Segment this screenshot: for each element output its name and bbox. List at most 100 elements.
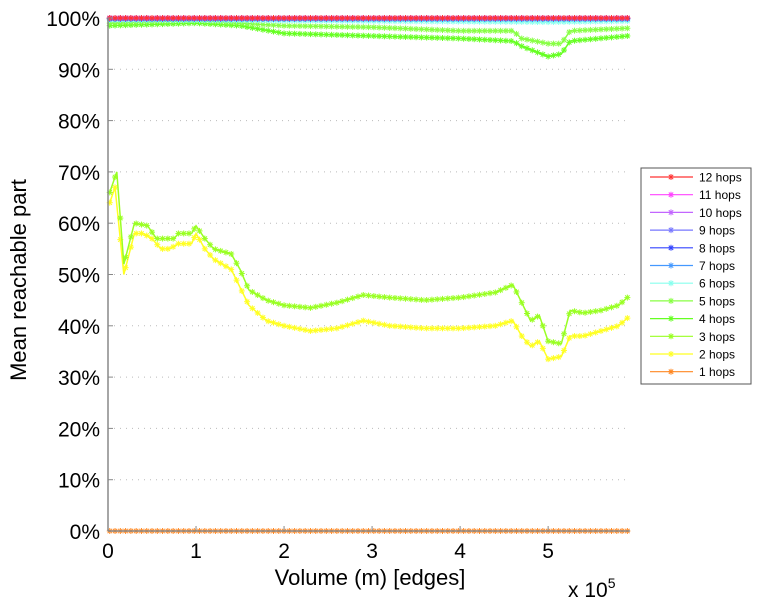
data-point-3-hops (122, 254, 129, 261)
data-point-3-hops (376, 293, 383, 300)
data-point-12-hops (222, 15, 229, 21)
data-point-4-hops (603, 34, 610, 41)
data-point-4-hops (566, 39, 573, 46)
data-point-12-hops (487, 15, 494, 21)
data-point-3-hops (391, 294, 398, 301)
data-point-3-hops (233, 260, 240, 267)
legend-marker (668, 209, 674, 216)
data-point-12-hops (170, 15, 177, 21)
legend-label: 12 hops (699, 171, 742, 185)
data-point-12-hops (244, 15, 251, 21)
data-point-12-hops (312, 15, 319, 21)
data-point-5-hops (487, 27, 494, 34)
legend-marker (668, 297, 674, 304)
data-point-5-hops (597, 26, 604, 33)
data-point-3-hops (296, 303, 303, 310)
data-point-3-hops (117, 215, 124, 222)
data-point-12-hops (550, 15, 557, 21)
legend-label: 10 hops (699, 206, 742, 220)
data-point-5-hops (286, 22, 293, 29)
data-point-12-hops (249, 15, 256, 21)
y-tick-label: 90% (58, 59, 100, 82)
data-point-4-hops (397, 33, 404, 40)
data-point-12-hops (481, 15, 488, 21)
grid (108, 17, 630, 481)
data-point-3-hops (217, 247, 224, 254)
data-point-3-hops (481, 290, 488, 297)
data-point-12-hops (397, 15, 404, 21)
data-point-3-hops (487, 290, 494, 297)
data-point-4-hops (524, 45, 531, 52)
y-tick-label: 40% (58, 316, 100, 339)
data-point-4-hops (318, 31, 325, 38)
data-point-12-hops (254, 15, 261, 21)
data-point-3-hops (281, 302, 288, 309)
data-point-12-hops (587, 15, 594, 21)
data-point-2-hops (423, 325, 430, 332)
legend-marker (668, 280, 674, 287)
data-point-12-hops (391, 15, 398, 21)
data-point-2-hops (624, 315, 631, 322)
data-point-5-hops (244, 20, 251, 27)
data-point-4-hops (502, 37, 509, 44)
data-point-2-hops (370, 319, 377, 326)
y-tick-label: 50% (58, 265, 100, 288)
data-point-2-hops (222, 263, 229, 270)
data-point-12-hops (302, 15, 309, 21)
data-point-5-hops (439, 27, 446, 34)
data-point-4-hops (592, 35, 599, 42)
data-point-4-hops (360, 32, 367, 39)
data-point-2-hops (434, 325, 441, 332)
data-point-2-hops (149, 235, 156, 242)
data-point-2-hops (318, 326, 325, 333)
data-point-3-hops (112, 174, 119, 181)
data-point-3-hops (259, 295, 266, 302)
data-point-4-hops (402, 33, 409, 40)
data-point-3-hops (465, 293, 472, 300)
data-point-12-hops (534, 15, 541, 21)
data-point-4-hops (413, 34, 420, 41)
data-point-5-hops (349, 23, 356, 30)
data-point-2-hops (254, 309, 261, 316)
data-point-12-hops (122, 15, 129, 21)
data-point-3-hops (508, 282, 515, 289)
data-point-5-hops (613, 25, 620, 32)
data-point-3-hops (497, 287, 504, 294)
data-point-3-hops (413, 296, 420, 303)
data-point-5-hops (428, 26, 435, 33)
data-point-2-hops (291, 324, 298, 331)
data-point-5-hops (502, 27, 509, 34)
legend-box (640, 167, 752, 385)
data-point-12-hops (476, 15, 483, 21)
data-point-2-hops (180, 240, 187, 247)
data-point-3-hops (328, 300, 335, 307)
data-point-3-hops (550, 339, 557, 346)
x-ticks: 0 1 2 3 4 5 (102, 526, 554, 563)
data-point-5-hops (281, 22, 288, 29)
data-point-3-hops (370, 293, 377, 300)
data-point-2-hops (597, 327, 604, 334)
data-point-12-hops (328, 15, 335, 21)
data-point-3-hops (149, 229, 156, 236)
data-point-3-hops (164, 235, 171, 242)
data-point-2-hops (217, 260, 224, 267)
data-point-5-hops (545, 40, 552, 47)
data-point-4-hops (455, 35, 462, 42)
data-point-2-hops (159, 245, 166, 252)
data-point-12-hops (592, 15, 599, 21)
data-point-12-hops (418, 15, 425, 21)
data-point-3-hops (529, 316, 536, 323)
legend-marker (668, 227, 674, 234)
data-point-2-hops (302, 326, 309, 333)
data-point-3-hops (360, 292, 367, 299)
data-point-2-hops (566, 335, 573, 342)
data-point-3-hops (576, 309, 583, 316)
legend-marker (668, 368, 674, 375)
data-point-12-hops (217, 15, 224, 21)
data-point-3-hops (196, 227, 203, 234)
data-point-2-hops (439, 325, 446, 332)
data-point-5-hops (476, 27, 483, 34)
data-point-3-hops (339, 298, 346, 305)
data-point-5-hops (576, 27, 583, 34)
